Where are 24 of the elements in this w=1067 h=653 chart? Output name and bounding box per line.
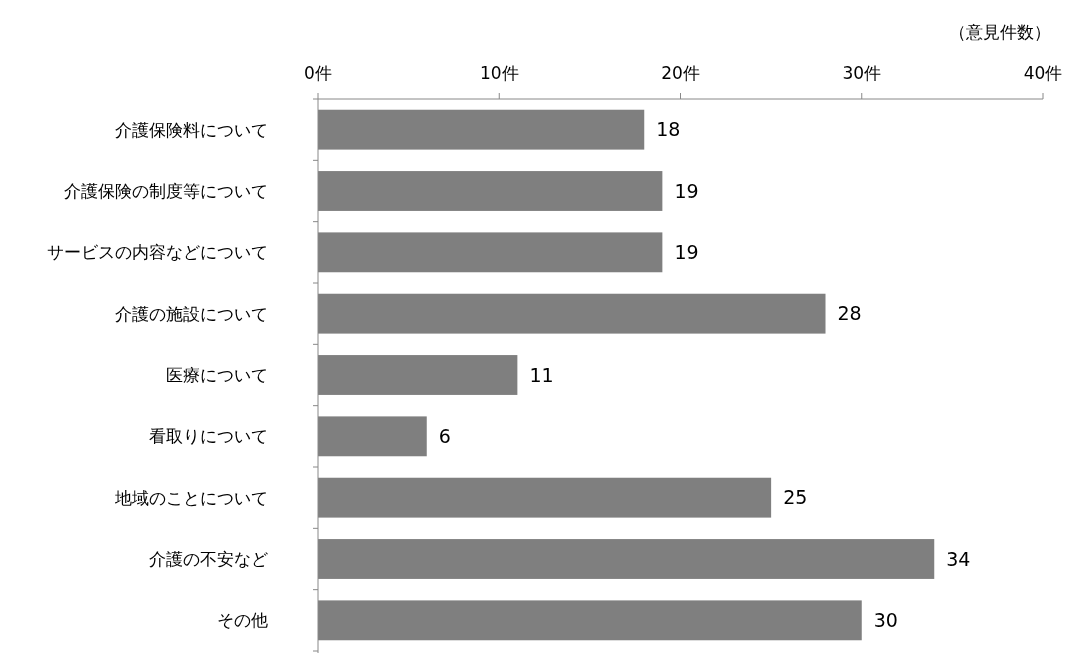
y-tick-label: 看取りについて bbox=[149, 426, 268, 447]
data-label: 11 bbox=[529, 363, 554, 386]
x-axis-title: （意見件数） bbox=[949, 22, 1051, 42]
y-tick-label: 介護保険の制度等について bbox=[64, 180, 268, 201]
y-tick-label: 介護保険料について bbox=[115, 119, 268, 140]
data-label: 28 bbox=[837, 302, 862, 325]
data-label: 34 bbox=[946, 547, 971, 570]
y-tick-label: 地域のことについて bbox=[114, 487, 268, 508]
data-label: 18 bbox=[656, 118, 681, 141]
data-label: 30 bbox=[873, 608, 898, 631]
y-tick-label: 介護の不安など bbox=[149, 548, 268, 569]
x-tick-label: 0件 bbox=[304, 63, 332, 83]
data-label: 25 bbox=[783, 486, 808, 509]
x-tick-label: 10件 bbox=[479, 63, 519, 83]
data-label: 19 bbox=[674, 240, 699, 263]
y-tick-label: サービスの内容などについて bbox=[47, 242, 268, 263]
x-tick-label: 30件 bbox=[842, 63, 882, 83]
y-tick-label: 介護の施設について bbox=[115, 303, 268, 324]
data-label: 6 bbox=[438, 424, 451, 447]
y-tick-label: その他 bbox=[217, 610, 268, 631]
x-tick-label: 40件 bbox=[1023, 63, 1063, 83]
y-tick-label: 医療について bbox=[166, 364, 268, 385]
x-tick-label: 20件 bbox=[661, 63, 700, 83]
data-label: 19 bbox=[674, 179, 699, 202]
